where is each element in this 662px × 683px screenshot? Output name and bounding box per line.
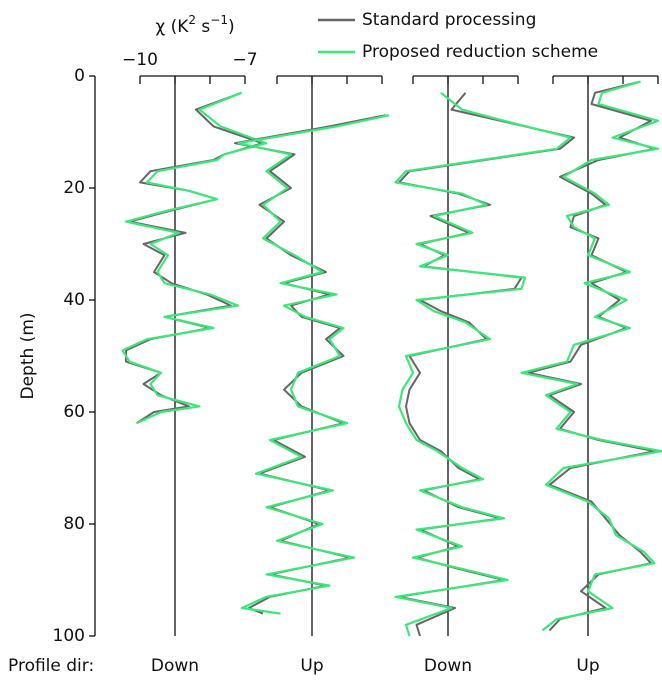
y-tick-label: 60 [63,402,85,422]
y-tick-label: 40 [63,290,85,310]
x-tick-label: −10 [122,50,158,70]
x-axis-title-part: −1 [210,13,228,27]
profile-direction: Down [151,656,199,676]
profile-line [121,91,268,425]
x-axis-title: χ (K2 s−1) [155,13,234,38]
profile-label: Profile dir: [8,656,94,676]
x-axis-title-part: ) [228,17,235,37]
x-axis-title-part: 2 [188,13,196,27]
profile-line [237,114,390,615]
profile-line [520,80,662,632]
profile-line [394,91,572,637]
profile-direction: Up [300,656,323,676]
profile-direction: Up [576,656,599,676]
y-tick-label: 100 [53,626,85,646]
y-tick-label: 20 [63,178,85,198]
y-tick-label: 80 [63,514,85,534]
x-axis-title-part: s [196,17,210,37]
profile-line [234,114,386,615]
profile-direction: Down [424,656,472,676]
x-tick-label: −7 [232,50,257,70]
legend-label: Standard processing [362,10,536,30]
y-axis-title: Depth (m) [18,312,38,399]
y-tick-label: 0 [74,66,85,86]
x-axis-title-part: χ (K [155,17,189,37]
legend-label: Proposed reduction scheme [362,42,598,62]
